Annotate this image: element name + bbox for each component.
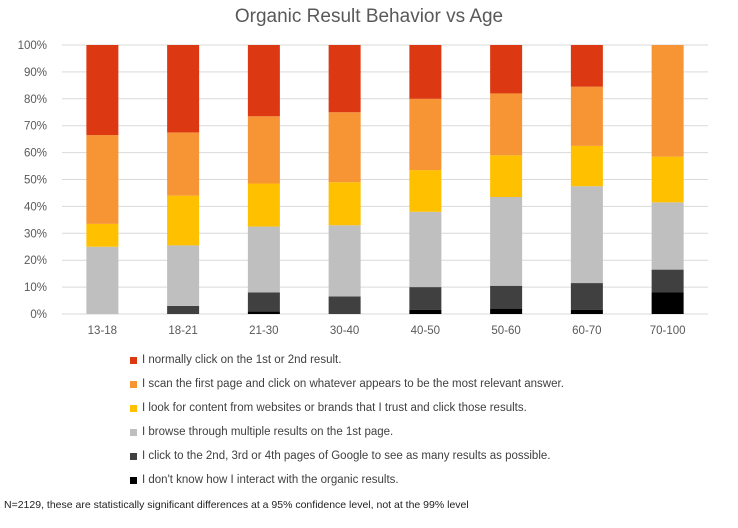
bar-segment: [409, 98, 442, 171]
x-tick-label: 50-60: [491, 325, 520, 337]
bar-segment: [651, 156, 684, 203]
bar-segment: [247, 226, 280, 293]
bar-segment: [247, 292, 280, 312]
y-tick-label: 50%: [24, 175, 47, 187]
bar-segment: [328, 225, 361, 297]
legend-swatch: [130, 476, 137, 484]
bar-segment: [328, 182, 361, 226]
x-tick-label: 13-18: [88, 325, 117, 337]
legend-label: I normally click on the 1st or 2nd resul…: [142, 354, 342, 366]
legend-item: I click to the 2nd, 3rd or 4th pages of …: [130, 444, 564, 468]
legend-swatch: [130, 380, 137, 388]
legend-swatch: [130, 452, 137, 460]
bar-segment: [409, 211, 442, 288]
legend-item: I browse through multiple results on the…: [130, 420, 564, 444]
bar-segment: [167, 132, 200, 196]
y-tick-label: 40%: [24, 201, 47, 213]
bar-segment: [86, 223, 119, 247]
bar-segment: [247, 183, 280, 227]
bar-segment: [651, 202, 684, 270]
bar-segment: [167, 195, 200, 246]
y-tick-label: 100%: [18, 40, 47, 52]
x-tick-label: 70-100: [650, 325, 686, 337]
x-tick-label: 60-70: [572, 325, 601, 337]
y-tick-label: 10%: [24, 282, 47, 294]
legend-swatch: [130, 356, 137, 364]
x-tick-label: 30-40: [330, 325, 359, 337]
y-tick-label: 30%: [24, 228, 47, 240]
legend-label: I click to the 2nd, 3rd or 4th pages of …: [142, 450, 551, 462]
bar-segment: [490, 93, 523, 156]
x-tick-label: 40-50: [411, 325, 440, 337]
legend-item: I scan the first page and click on whate…: [130, 372, 564, 396]
bar-segment: [409, 287, 442, 310]
footnote: N=2129, these are statistically signific…: [4, 499, 469, 511]
x-tick-label: 18-21: [168, 325, 197, 337]
bar-segment: [570, 283, 603, 310]
bar-segment: [167, 245, 200, 306]
bar-segment: [570, 45, 603, 87]
bar-segment: [247, 311, 280, 314]
legend-item: I look for content from websites or bran…: [130, 396, 564, 420]
y-tick-label: 70%: [24, 121, 47, 133]
y-tick-label: 90%: [24, 67, 47, 79]
legend: I normally click on the 1st or 2nd resul…: [130, 348, 564, 492]
bar-segment: [328, 45, 361, 113]
legend-swatch: [130, 428, 137, 436]
legend-label: I don't know how I interact with the org…: [142, 474, 399, 486]
bar-segment: [409, 45, 442, 99]
legend-item: I don't know how I interact with the org…: [130, 468, 564, 492]
x-tick-label: 21-30: [249, 325, 278, 337]
bar-segment: [247, 116, 280, 184]
bar-segment: [490, 308, 523, 314]
legend-label: I scan the first page and click on whate…: [142, 378, 564, 390]
y-tick-label: 80%: [24, 94, 47, 106]
bar-segment: [409, 309, 442, 314]
bar-segment: [570, 145, 603, 187]
bar-segment: [328, 296, 361, 314]
legend-swatch: [130, 404, 137, 412]
bar-segment: [570, 309, 603, 314]
bar-segment: [651, 45, 684, 157]
chart-title: Organic Result Behavior vs Age: [234, 6, 504, 27]
y-tick-label: 60%: [24, 148, 47, 160]
bar-segment: [409, 170, 442, 212]
legend-item: I normally click on the 1st or 2nd resul…: [130, 348, 564, 372]
chart-plot: 0% 10% 20% 30% 40% 50% 60% 70% 80% 90% 100% 13-18 18…: [18, 40, 708, 337]
bar-segment: [570, 186, 603, 284]
y-tick-label: 20%: [24, 255, 47, 267]
bar-segment: [86, 135, 119, 224]
bar-segment: [328, 112, 361, 183]
bar-segment: [490, 155, 523, 197]
legend-label: I browse through multiple results on the…: [142, 426, 394, 438]
bar-segment: [490, 285, 523, 309]
bar-segment: [86, 45, 119, 136]
bar-segment: [167, 305, 200, 314]
bar-segment: [167, 45, 200, 133]
bar-segment: [490, 45, 523, 94]
bar-segment: [490, 196, 523, 286]
y-tick-label: 0%: [30, 309, 47, 321]
bar-segment: [86, 246, 119, 314]
legend-label: I look for content from websites or bran…: [142, 402, 527, 414]
bar-segment: [247, 45, 280, 117]
bar-segment: [651, 269, 684, 293]
bar-segment: [570, 86, 603, 146]
bar-segment: [651, 292, 684, 314]
